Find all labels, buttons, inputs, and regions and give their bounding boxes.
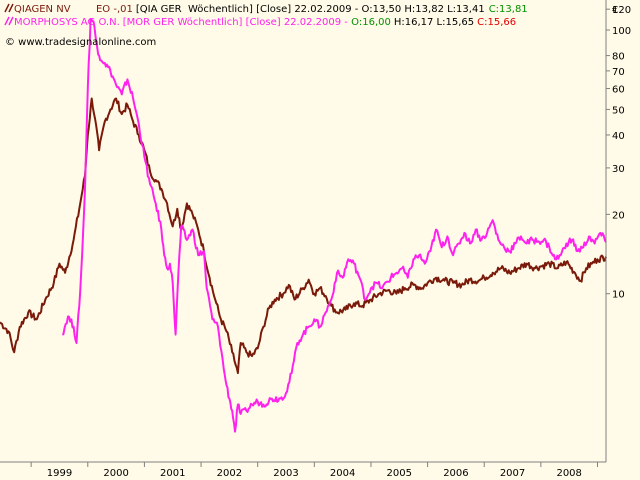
x-tick-label: 2005 bbox=[387, 468, 412, 479]
morphosys-name: MORPHOSYS AG O.N. bbox=[14, 17, 120, 28]
x-tick-label: 2004 bbox=[330, 468, 355, 479]
header-line2: MORPHOSYS AG O.N. [MOR GER Wöchentlich] [… bbox=[14, 17, 516, 28]
x-tick-label: 2006 bbox=[443, 468, 468, 479]
y-tick-label: 120 bbox=[612, 5, 631, 16]
x-tick-label: 2000 bbox=[103, 468, 128, 479]
currency-label: € bbox=[612, 5, 618, 16]
x-tick-label: 2002 bbox=[217, 468, 242, 479]
legend-morphosys-swatch bbox=[4, 16, 10, 26]
x-axis-ticks: 1999 2000 2001 2002 2003 2004 2005 2006 2007 2008 bbox=[30, 462, 599, 479]
qiagen-desc: [QIA GER Wöchentlich] [Close] 22.02.2009… bbox=[136, 4, 485, 15]
legend-morphosys: MORPHOSYS AG O.N. [MOR GER Wöchentlich] [… bbox=[4, 16, 516, 28]
x-tick-label: 2003 bbox=[273, 468, 298, 479]
morphosys-hl: H:16,17 L:15,65 bbox=[394, 17, 474, 28]
legend-qiagen: QIAGEN NV EO -,01 [QIA GER Wöchentlich] [… bbox=[4, 3, 528, 15]
plot-area bbox=[0, 18, 607, 433]
legend-qiagen-swatch bbox=[4, 3, 10, 13]
x-tick-label: 2007 bbox=[500, 468, 525, 479]
morphosys-open: O:16,00 bbox=[351, 17, 391, 28]
qiagen-name: QIAGEN NV EO -,01 bbox=[14, 4, 133, 15]
y-tick-label: 30 bbox=[612, 164, 625, 175]
y-tick-label: 40 bbox=[612, 131, 625, 142]
qiagen-close: C:13,81 bbox=[489, 4, 528, 15]
y-tick-label: 70 bbox=[612, 67, 625, 78]
x-tick-label: 2008 bbox=[556, 468, 581, 479]
x-tick-label: 2001 bbox=[160, 468, 185, 479]
y-tick-label: 50 bbox=[612, 105, 625, 116]
morphosys-price-line bbox=[62, 18, 607, 433]
y-tick-label: 60 bbox=[612, 85, 625, 96]
y-axis-ticks: 120 100 80 70 60 50 40 30 20 10 bbox=[606, 5, 631, 301]
y-tick-label: 80 bbox=[612, 52, 625, 63]
morphosys-close: C:15,66 bbox=[477, 17, 516, 28]
copyright-text: © www.tradesignalonline.com bbox=[5, 37, 156, 48]
y-tick-label: 20 bbox=[612, 210, 625, 221]
qiagen-price-line bbox=[0, 97, 607, 375]
y-tick-label: 10 bbox=[612, 290, 625, 301]
x-tick-label: 1999 bbox=[47, 468, 72, 479]
y-tick-label: 100 bbox=[612, 26, 631, 37]
morphosys-desc: [MOR GER Wöchentlich] [Close] 22.02.2009… bbox=[123, 17, 349, 28]
header-line1: QIAGEN NV EO -,01 [QIA GER Wöchentlich] [… bbox=[14, 4, 528, 15]
